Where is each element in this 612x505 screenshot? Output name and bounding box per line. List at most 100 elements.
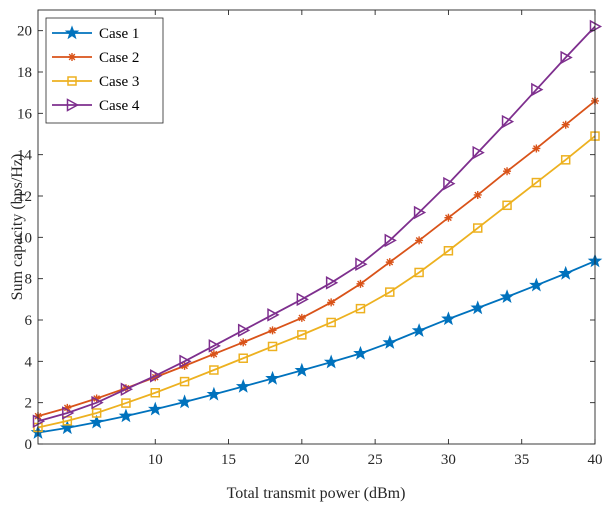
data-point: [121, 384, 130, 393]
y-tick-label: 18: [17, 65, 32, 81]
data-point: [150, 387, 161, 398]
data-point: [560, 155, 571, 165]
data-point: [415, 236, 424, 245]
x-tick-label: 35: [514, 452, 529, 468]
y-tick-label: 2: [25, 396, 33, 412]
data-point: [382, 335, 398, 349]
data-point: [267, 341, 278, 352]
data-point: [179, 354, 192, 369]
data-point: [120, 382, 134, 397]
data-point: [206, 386, 222, 401]
data-point: [499, 289, 515, 304]
data-point: [558, 265, 573, 280]
x-tick-label: 20: [294, 452, 309, 468]
data-point: [297, 330, 307, 340]
data-point: [326, 317, 336, 328]
data-point: [353, 345, 368, 360]
x-tick-label: 40: [588, 452, 603, 468]
data-point: [356, 279, 365, 288]
data-point: [355, 303, 366, 314]
data-point: [267, 308, 280, 322]
data-point: [473, 190, 482, 199]
y-tick-label: 8: [25, 272, 33, 288]
data-point: [470, 300, 486, 315]
data-point: [268, 326, 277, 335]
y-tick-label: 0: [25, 437, 33, 453]
y-tick-label: 6: [25, 313, 33, 329]
data-point: [179, 376, 190, 387]
data-point: [63, 403, 72, 412]
y-tick-label: 16: [17, 106, 33, 122]
data-point: [118, 408, 134, 423]
data-point: [501, 114, 515, 129]
data-point: [385, 287, 395, 297]
legend-label: Case 1: [99, 26, 139, 42]
data-point: [532, 144, 541, 153]
y-tick-label: 20: [17, 24, 32, 40]
y-axis-title: Sum capacity (bps/Hz): [9, 154, 26, 301]
data-point: [589, 19, 603, 34]
x-tick-label: 15: [221, 452, 236, 468]
data-point: [296, 292, 309, 307]
data-point: [62, 406, 75, 420]
data-point: [561, 120, 570, 129]
data-point: [32, 414, 46, 429]
data-point: [294, 362, 310, 377]
legend-label: Case 3: [99, 74, 139, 90]
data-point: [355, 257, 368, 271]
data-point: [239, 338, 248, 347]
data-point: [411, 323, 427, 337]
data-point: [121, 398, 131, 408]
data-point: [237, 323, 251, 338]
data-point: [91, 395, 104, 410]
data-point: [150, 369, 163, 383]
y-tick-label: 10: [17, 230, 32, 246]
data-point: [91, 408, 102, 418]
y-tick-label: 14: [17, 148, 33, 164]
x-axis-title: Total transmit power (dBm): [227, 485, 406, 502]
data-point: [384, 233, 397, 248]
axes-layer: [37, 9, 596, 445]
legend-marker: [66, 98, 80, 112]
data-point: [297, 313, 306, 322]
data-point: [472, 145, 485, 160]
legend-item-1: Case 1: [52, 25, 139, 42]
data-point: [531, 177, 542, 188]
y-tick-label: 12: [17, 189, 32, 205]
data-point: [92, 394, 101, 403]
data-point: [441, 311, 456, 326]
x-tick-label: 10: [148, 452, 163, 468]
data-point: [560, 50, 573, 65]
legend-item-3: Case 3: [52, 74, 139, 90]
data-point: [89, 414, 104, 429]
data-point: [147, 401, 163, 416]
data-point: [472, 223, 483, 233]
data-point: [180, 361, 189, 370]
data-point: [444, 213, 453, 222]
axes-frame: [37, 9, 596, 445]
data-point: [443, 176, 456, 191]
x-tick-label: 30: [441, 452, 456, 468]
legend-marker: [67, 76, 77, 86]
data-point: [443, 246, 454, 256]
data-point: [323, 354, 339, 369]
data-point: [529, 277, 544, 292]
legend-item-4: Case 4: [52, 98, 140, 114]
series-layer: [30, 19, 603, 439]
data-point: [209, 365, 219, 375]
data-point: [413, 205, 427, 220]
legend-label: Case 2: [99, 50, 139, 66]
legend: Case 1 Case 2 Case 3 Case 4: [45, 17, 164, 124]
legend-item-2: Case 2: [52, 50, 139, 66]
data-point: [177, 394, 192, 409]
legend-marker: [68, 53, 76, 61]
legend-marker: [64, 25, 80, 40]
data-point: [151, 373, 160, 382]
series-4: [32, 19, 603, 429]
data-point: [531, 82, 544, 97]
data-point: [325, 276, 339, 290]
data-point: [60, 420, 75, 435]
ticks-layer: 10 15 20 25 30 35 40 0 2 4 6 8 10 12 14 16 18 20: [17, 10, 603, 468]
data-point: [327, 298, 336, 307]
